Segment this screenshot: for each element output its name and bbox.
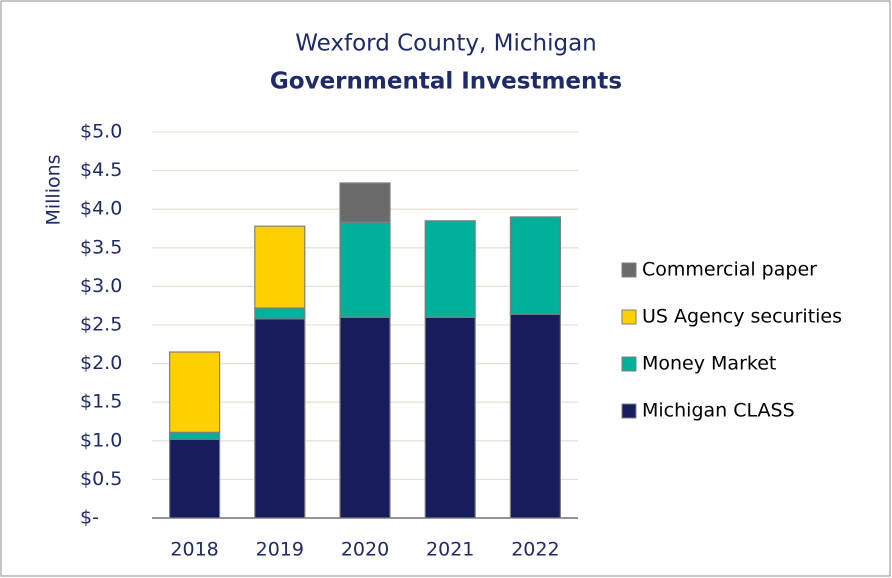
y-tick-label: $4.0	[80, 198, 122, 220]
x-tick-label: 2021	[426, 539, 474, 561]
legend-label: Michigan CLASS	[642, 400, 795, 422]
y-tick-label: $4.5	[80, 159, 122, 181]
legend-label: Money Market	[642, 353, 776, 375]
y-tick-label: $3.5	[80, 236, 122, 258]
y-tick-label: $1.5	[80, 391, 122, 413]
bar-segment	[339, 182, 391, 223]
bar-segment	[509, 216, 561, 315]
chart-subtitle: Governmental Investments	[270, 69, 622, 95]
bar-segment	[424, 316, 476, 519]
bar-segment	[169, 351, 221, 433]
legend-label: US Agency securities	[642, 306, 842, 328]
y-tick-label: $-	[80, 507, 99, 529]
chart-title: Wexford County, Michigan	[295, 31, 597, 57]
y-tick-label: $2.5	[80, 314, 122, 336]
y-tick-label: $3.0	[80, 275, 122, 297]
bar-segment	[424, 220, 476, 318]
bar-segment	[254, 318, 306, 519]
legend-swatch	[621, 262, 637, 278]
legend-swatch	[621, 356, 637, 372]
y-tick-label: $0.5	[80, 468, 122, 490]
bar-segment	[339, 221, 391, 318]
y-tick-label: $2.0	[80, 352, 122, 374]
x-tick-label: 2022	[511, 539, 559, 561]
y-tick-label: $5.0	[80, 121, 122, 143]
bar-segment	[254, 307, 306, 320]
x-tick-label: 2020	[341, 539, 389, 561]
y-axis-label: Millions	[43, 154, 65, 225]
y-tick-label: $1.0	[80, 429, 122, 451]
bar-segment	[169, 438, 221, 519]
bar-segment	[339, 316, 391, 519]
legend-label: Commercial paper	[642, 259, 817, 281]
x-tick-label: 2018	[170, 539, 218, 561]
bar-segment	[169, 431, 221, 440]
x-tick-label: 2019	[256, 539, 304, 561]
bar-segment	[254, 225, 306, 309]
legend-swatch	[621, 309, 637, 325]
legend-swatch	[621, 403, 637, 419]
bar-segment	[509, 313, 561, 519]
